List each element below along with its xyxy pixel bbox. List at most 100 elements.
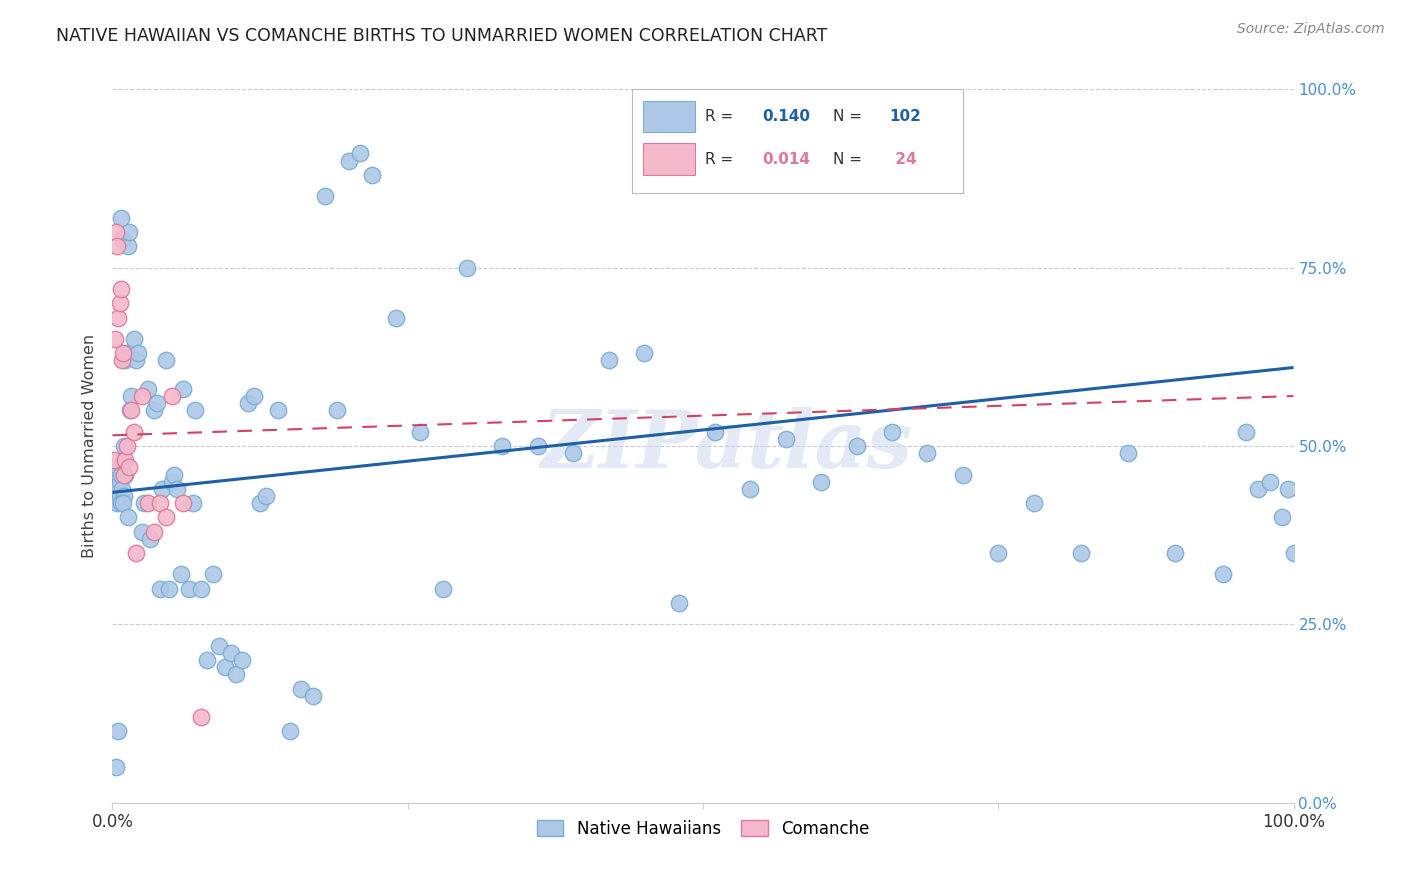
Point xyxy=(952,467,974,482)
Point xyxy=(122,425,145,439)
Text: 0.014: 0.014 xyxy=(762,152,810,167)
Point xyxy=(110,496,132,510)
Point xyxy=(170,567,193,582)
Text: R =: R = xyxy=(706,109,738,124)
Point xyxy=(1070,546,1092,560)
Point xyxy=(775,432,797,446)
Point xyxy=(136,382,159,396)
Point xyxy=(408,425,430,439)
Point xyxy=(1258,475,1281,489)
Point xyxy=(107,724,129,739)
Point xyxy=(120,389,142,403)
Point xyxy=(810,475,832,489)
Point xyxy=(110,211,132,225)
Point xyxy=(254,489,277,503)
Point xyxy=(105,239,128,253)
Point xyxy=(1271,510,1294,524)
FancyBboxPatch shape xyxy=(643,101,695,132)
FancyBboxPatch shape xyxy=(643,144,695,175)
Point xyxy=(157,582,180,596)
Point xyxy=(845,439,868,453)
Point xyxy=(249,496,271,510)
Point xyxy=(103,453,125,467)
Point xyxy=(195,653,218,667)
Legend: Native Hawaiians, Comanche: Native Hawaiians, Comanche xyxy=(530,814,876,845)
Point xyxy=(105,760,128,774)
Point xyxy=(166,482,188,496)
Point xyxy=(104,332,127,346)
Point xyxy=(136,496,159,510)
Text: Source: ZipAtlas.com: Source: ZipAtlas.com xyxy=(1237,22,1385,37)
Y-axis label: Births to Unmarried Women: Births to Unmarried Women xyxy=(82,334,97,558)
Point xyxy=(115,346,138,360)
Point xyxy=(1164,546,1187,560)
Point xyxy=(267,403,290,417)
Point xyxy=(125,546,148,560)
Point xyxy=(1234,425,1257,439)
Point xyxy=(326,403,349,417)
Point xyxy=(668,596,690,610)
Point xyxy=(112,346,135,360)
Point xyxy=(149,582,172,596)
Point xyxy=(134,496,156,510)
Point xyxy=(120,403,142,417)
Point xyxy=(114,453,136,467)
Point xyxy=(190,710,212,724)
Point xyxy=(190,582,212,596)
Point xyxy=(107,460,129,475)
Point xyxy=(172,496,194,510)
Point xyxy=(562,446,585,460)
Point xyxy=(127,346,149,360)
Point xyxy=(139,532,162,546)
Point xyxy=(181,496,204,510)
Point xyxy=(1212,567,1234,582)
Point xyxy=(160,475,183,489)
Point xyxy=(633,346,655,360)
Text: 0.140: 0.140 xyxy=(762,109,810,124)
Point xyxy=(432,582,454,596)
Point xyxy=(117,239,139,253)
Point xyxy=(172,382,194,396)
Point xyxy=(491,439,513,453)
Text: N =: N = xyxy=(832,152,866,167)
Point xyxy=(110,467,132,482)
Point xyxy=(349,146,371,161)
Point xyxy=(118,460,141,475)
Point xyxy=(111,353,134,368)
Point xyxy=(112,439,135,453)
Text: R =: R = xyxy=(706,152,738,167)
Point xyxy=(278,724,301,739)
Point xyxy=(150,482,173,496)
Point xyxy=(179,582,201,596)
Point xyxy=(703,425,725,439)
Point xyxy=(111,232,134,246)
Point xyxy=(118,225,141,239)
Point xyxy=(385,310,408,325)
Point xyxy=(1116,446,1139,460)
Point xyxy=(149,496,172,510)
Point xyxy=(114,353,136,368)
Point xyxy=(131,524,153,539)
Point xyxy=(526,439,548,453)
Point xyxy=(108,296,131,310)
Text: 24: 24 xyxy=(890,152,917,167)
Point xyxy=(110,282,132,296)
Point xyxy=(114,467,136,482)
Point xyxy=(225,667,247,681)
Point xyxy=(111,482,134,496)
Point xyxy=(208,639,231,653)
Point xyxy=(131,389,153,403)
Point xyxy=(104,482,127,496)
Point xyxy=(105,475,128,489)
Point xyxy=(1282,546,1305,560)
Point xyxy=(201,567,224,582)
Point xyxy=(184,403,207,417)
Text: NATIVE HAWAIIAN VS COMANCHE BIRTHS TO UNMARRIED WOMEN CORRELATION CHART: NATIVE HAWAIIAN VS COMANCHE BIRTHS TO UN… xyxy=(56,27,828,45)
Point xyxy=(243,389,266,403)
Point xyxy=(105,225,128,239)
Point xyxy=(103,475,125,489)
Point xyxy=(880,425,903,439)
FancyBboxPatch shape xyxy=(633,89,963,193)
Point xyxy=(231,653,253,667)
Point xyxy=(219,646,242,660)
